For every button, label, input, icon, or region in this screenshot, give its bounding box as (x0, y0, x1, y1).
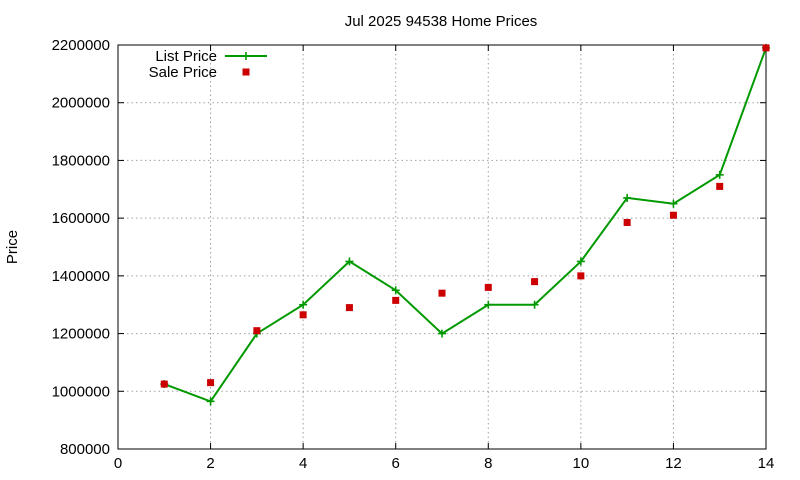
y-axis-label: Price (4, 230, 21, 264)
y-tick-label: 1800000 (52, 152, 110, 169)
grid (118, 45, 766, 449)
series-sale-price (160, 44, 770, 388)
sale-price-point (577, 272, 585, 280)
x-tick-label: 8 (484, 455, 492, 472)
sale-price-point (207, 379, 215, 387)
y-tick-label: 1000000 (52, 383, 110, 400)
sale-price-point (669, 211, 677, 219)
x-tick-label: 14 (758, 455, 775, 472)
x-tick-label: 2 (206, 455, 214, 472)
sale-price-point (531, 278, 539, 286)
list-price-point (669, 199, 678, 208)
list-price-point (299, 300, 308, 309)
x-tick-label: 6 (392, 455, 400, 472)
list-price-point (345, 257, 354, 266)
sale-price-point (345, 304, 353, 312)
sale-price-point (160, 380, 168, 388)
sale-price-point (392, 296, 400, 304)
chart-title: Jul 2025 94538 Home Prices (345, 13, 538, 30)
list-price-point (530, 300, 539, 309)
x-tick-label: 4 (299, 455, 307, 472)
legend-entry: List Price (155, 48, 267, 65)
sale-price-point (484, 283, 492, 291)
list-price-point (438, 329, 446, 338)
series-list-price (160, 43, 770, 406)
list-price-point (715, 170, 724, 179)
sale-price-point (438, 289, 446, 297)
legend-entry: Sale Price (149, 64, 250, 81)
y-tick-label: 800000 (60, 441, 110, 458)
series-layer (160, 43, 770, 406)
list-price-point (623, 193, 632, 202)
x-tick-label: 12 (665, 455, 682, 472)
y-tick-label: 1200000 (52, 326, 110, 343)
sale-price-point (623, 218, 631, 226)
x-tick-label: 10 (573, 455, 590, 472)
axis-ticks: 0 2 4 6 8 10 12 14 800000 1000000 1200000 1400000 16… (52, 37, 775, 472)
list-price-point (391, 286, 400, 295)
y-tick-label: 1400000 (52, 268, 110, 285)
y-tick-label: 1600000 (52, 210, 110, 227)
list-price-point (484, 300, 493, 309)
list-price-point (576, 257, 585, 266)
y-tick-label: 2200000 (52, 37, 110, 54)
plot-frame (117, 44, 767, 450)
legend-label: Sale Price (149, 64, 217, 81)
list-price-line (163, 47, 767, 403)
legend-square-swatch (242, 68, 250, 76)
sale-price-point (762, 44, 770, 52)
sale-price-point (716, 182, 724, 190)
legend-plus-swatch (242, 52, 250, 60)
legend-label: List Price (155, 48, 217, 65)
sale-price-point (299, 311, 307, 319)
sale-price-point (253, 327, 261, 335)
list-price-point (206, 397, 215, 406)
x-tick-label: 0 (114, 455, 122, 472)
y-tick-label: 2000000 (52, 95, 110, 112)
